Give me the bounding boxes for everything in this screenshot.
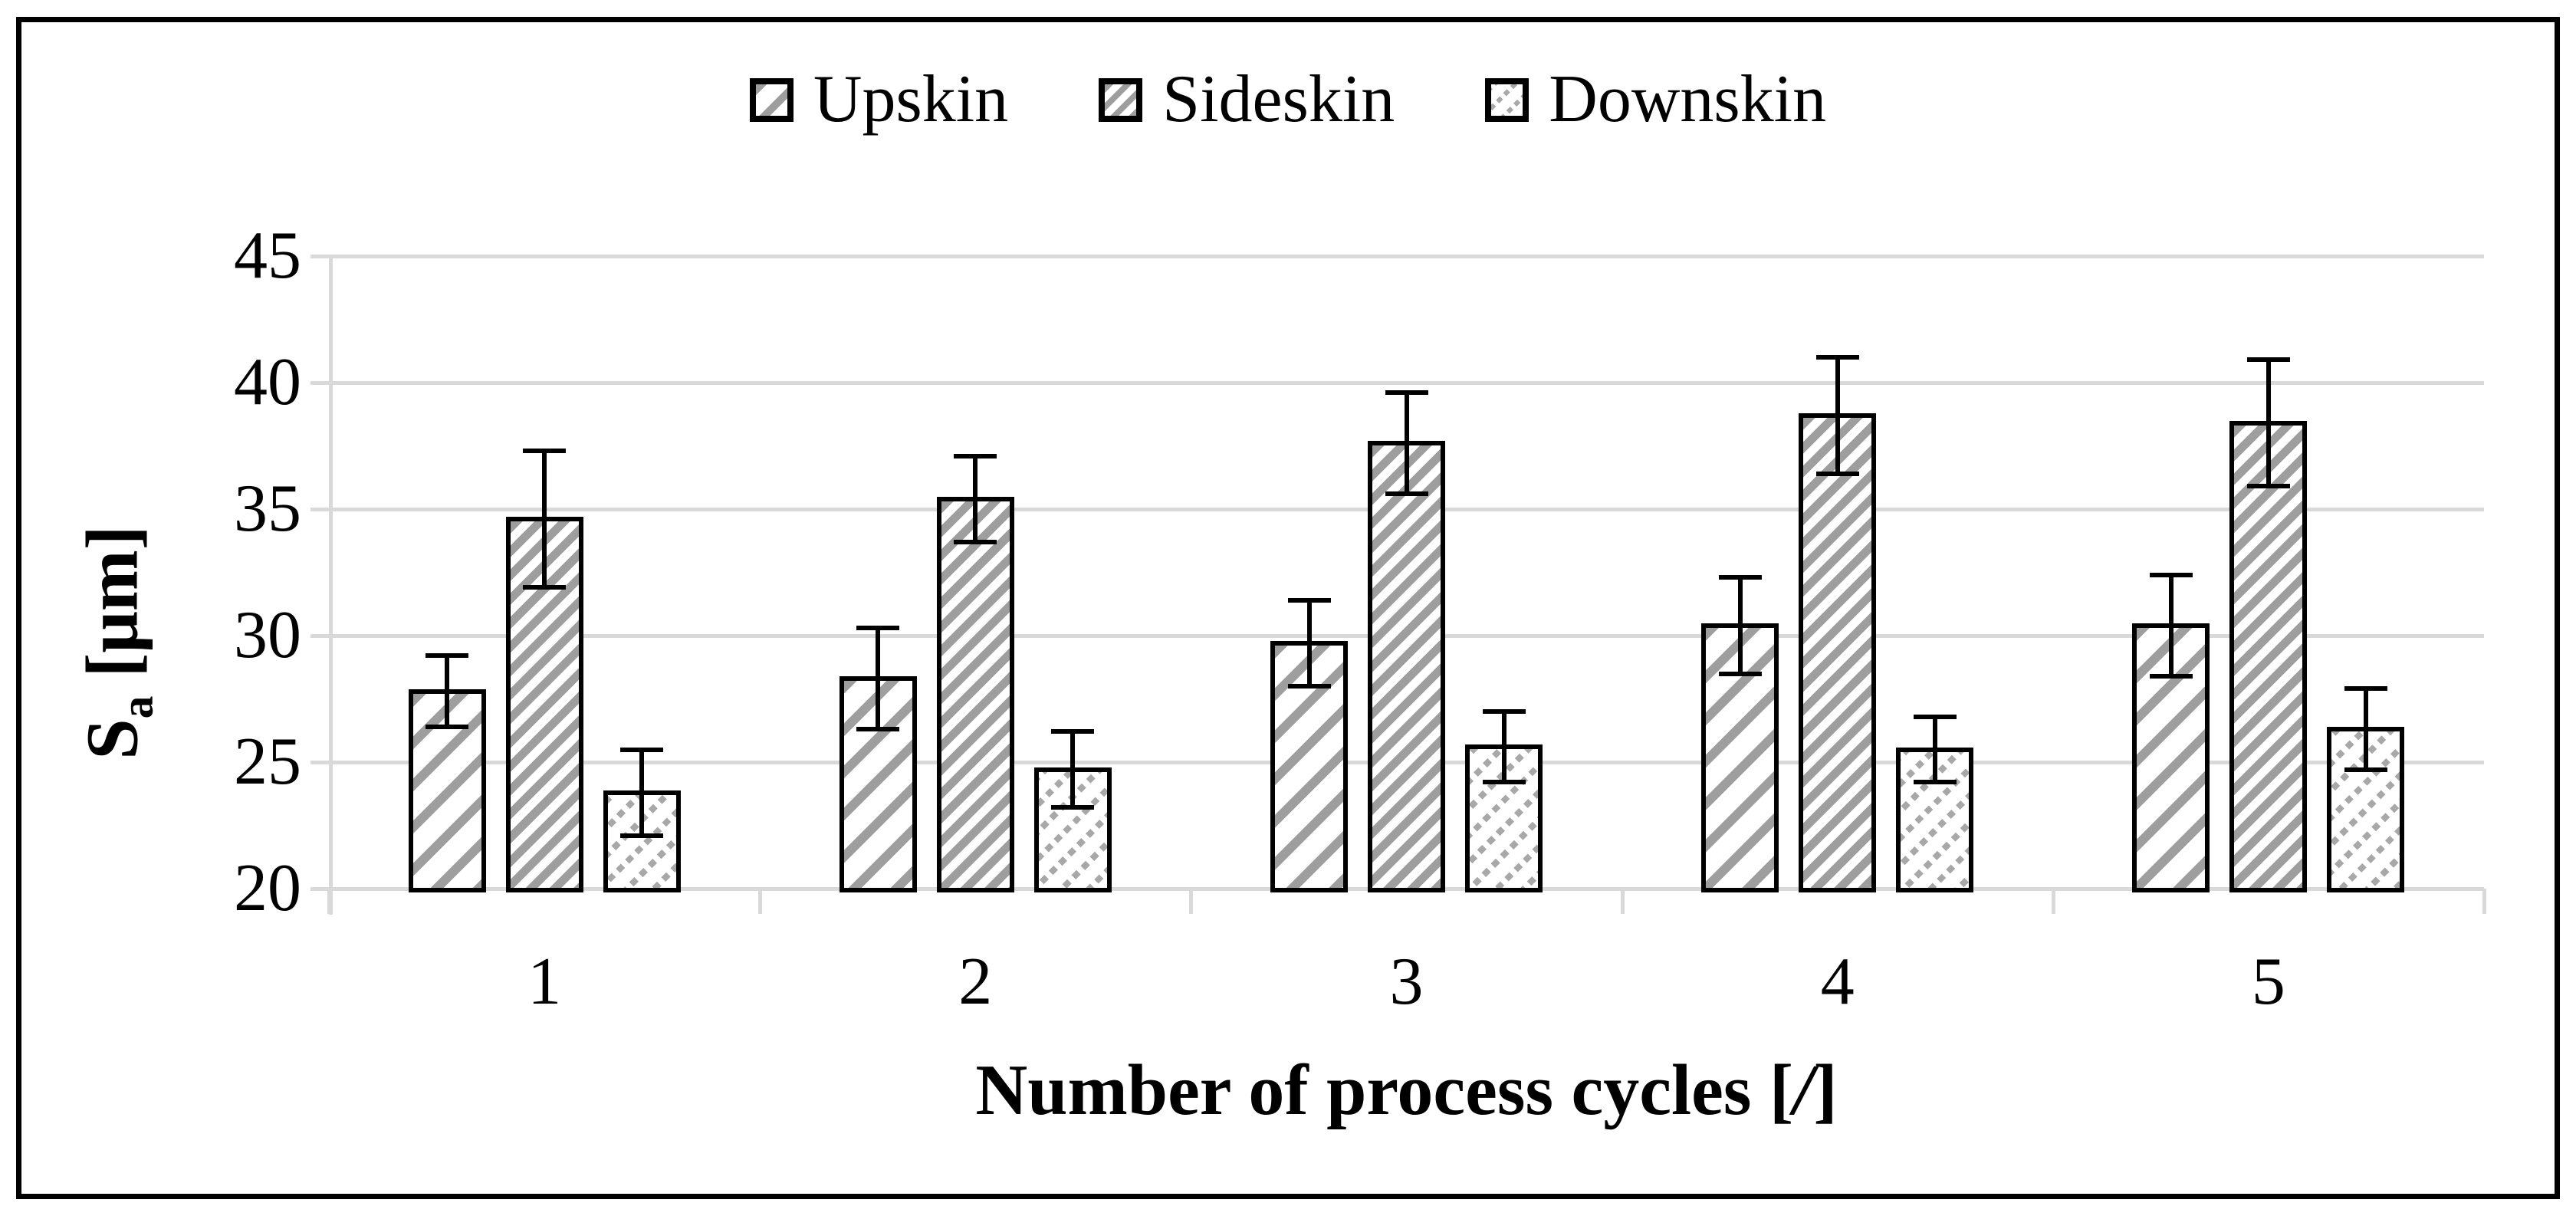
error-bar-upskin-cycle-2 — [876, 628, 881, 730]
bar-sideskin-cycle-5 — [2229, 420, 2308, 892]
error-bar-cap-bottom — [523, 585, 567, 590]
bar-sideskin-cycle-4 — [1799, 412, 1877, 892]
y-axis-tick — [310, 255, 329, 258]
bar-downskin-cycle-3 — [1465, 744, 1543, 892]
error-bar-sideskin-cycle-3 — [1404, 393, 1409, 495]
error-bar-sideskin-cycle-1 — [542, 451, 547, 588]
y-axis-tick — [310, 761, 329, 764]
x-category-label-4: 4 — [1820, 945, 1855, 1019]
error-bar-cap-top — [1287, 597, 1331, 603]
y-tick-label: 25 — [234, 725, 301, 799]
error-bar-upskin-cycle-1 — [445, 656, 450, 727]
error-bar-cap-top — [1815, 355, 1859, 360]
error-bar-sideskin-cycle-5 — [2266, 360, 2271, 487]
error-bar-downskin-cycle-4 — [1932, 716, 1937, 783]
x-axis-tick — [1620, 889, 1625, 914]
legend-label-sideskin: Sideskin — [1162, 62, 1395, 136]
x-axis-title-slash: / — [1793, 1050, 1814, 1130]
y-tick-label: 20 — [234, 851, 301, 925]
x-category-label-5: 5 — [2251, 945, 2285, 1019]
error-bar-upskin-cycle-5 — [2168, 574, 2174, 676]
y-tick-label: 45 — [234, 219, 301, 293]
x-axis-title-text: Number of process cycles [ — [975, 1050, 1794, 1130]
error-bar-cap-top — [426, 653, 469, 659]
error-bar-cap-bottom — [1051, 805, 1095, 810]
error-bar-cap-bottom — [620, 833, 664, 838]
error-bar-cap-top — [620, 747, 664, 752]
bar-sideskin-cycle-2 — [936, 496, 1014, 892]
bar-sideskin-cycle-3 — [1368, 441, 1445, 892]
legend-item-sideskin: Sideskin — [1099, 66, 1395, 133]
error-bar-cap-top — [1385, 390, 1428, 396]
error-bar-sideskin-cycle-4 — [1835, 357, 1840, 474]
gridline-45 — [329, 255, 2484, 258]
y-axis-title: Sa [μm] — [69, 525, 163, 759]
x-category-label-2: 2 — [958, 945, 993, 1019]
y-axis-tick — [310, 508, 329, 511]
error-bar-cap-bottom — [1482, 780, 1526, 785]
error-bar-cap-top — [954, 453, 997, 458]
error-bar-upskin-cycle-4 — [1737, 577, 1743, 674]
error-bar-cap-top — [856, 626, 900, 631]
legend-item-upskin: Upskin — [749, 62, 1009, 136]
error-bar-cap-bottom — [1913, 780, 1957, 785]
legend-label-downskin: Downskin — [1549, 62, 1827, 136]
legend-swatch-downskin-icon — [1485, 77, 1530, 122]
error-bar-cap-top — [523, 449, 567, 454]
error-bar-sideskin-cycle-2 — [973, 455, 978, 542]
gridline-40 — [329, 381, 2484, 385]
error-bar-cap-top — [2344, 686, 2387, 692]
error-bar-cap-bottom — [2149, 673, 2193, 679]
y-axis-line — [329, 255, 333, 915]
x-axis-title: Number of process cycles [/] — [329, 1049, 2484, 1132]
x-category-label-1: 1 — [527, 945, 562, 1019]
error-bar-upskin-cycle-3 — [1306, 600, 1312, 686]
error-bar-cap-top — [1482, 709, 1526, 714]
error-bar-cap-top — [1051, 729, 1095, 735]
legend-item-downskin: Downskin — [1485, 66, 1826, 133]
x-axis-tick — [2482, 889, 2486, 914]
y-tick-label: 30 — [234, 598, 301, 672]
error-bar-cap-bottom — [1815, 471, 1859, 476]
y-axis-title-subscript: a — [111, 695, 163, 719]
error-bar-cap-bottom — [1385, 491, 1428, 497]
y-axis-title-units: [μm] — [71, 525, 153, 696]
x-axis-tick — [327, 889, 331, 914]
x-category-label-3: 3 — [1389, 945, 1424, 1019]
y-tick-label: 40 — [234, 345, 301, 419]
error-bar-cap-bottom — [856, 727, 900, 732]
error-bar-downskin-cycle-3 — [1501, 712, 1506, 783]
y-axis-tick — [310, 634, 329, 638]
x-axis-tick — [758, 889, 763, 914]
figure-border — [16, 17, 2560, 1199]
x-axis-tick — [2051, 889, 2055, 914]
x-axis-title-bracket: ] — [1813, 1050, 1838, 1130]
y-axis-tick — [310, 887, 329, 891]
y-axis-title-symbol: S — [71, 718, 153, 760]
error-bar-cap-bottom — [1287, 684, 1331, 689]
legend-label-upskin: Upskin — [813, 62, 1009, 136]
error-bar-cap-top — [2149, 572, 2193, 577]
error-bar-cap-bottom — [954, 539, 997, 544]
x-axis-tick — [1189, 889, 1194, 914]
y-tick-label: 35 — [234, 472, 301, 546]
legend-swatch-upskin-icon — [749, 77, 794, 122]
error-bar-downskin-cycle-2 — [1070, 731, 1076, 808]
error-bar-cap-bottom — [2246, 484, 2290, 489]
legend-swatch-sideskin-icon — [1099, 77, 1143, 122]
error-bar-cap-bottom — [1718, 671, 1762, 676]
error-bar-downskin-cycle-1 — [639, 749, 645, 836]
legend: Upskin Sideskin Downskin — [0, 66, 2576, 133]
error-bar-cap-bottom — [426, 724, 469, 729]
error-bar-cap-top — [1913, 714, 1957, 719]
error-bar-downskin-cycle-5 — [2363, 689, 2368, 770]
y-axis-tick — [310, 381, 329, 385]
error-bar-cap-top — [1718, 575, 1762, 580]
error-bar-cap-bottom — [2344, 767, 2387, 772]
error-bar-cap-top — [2246, 357, 2290, 363]
